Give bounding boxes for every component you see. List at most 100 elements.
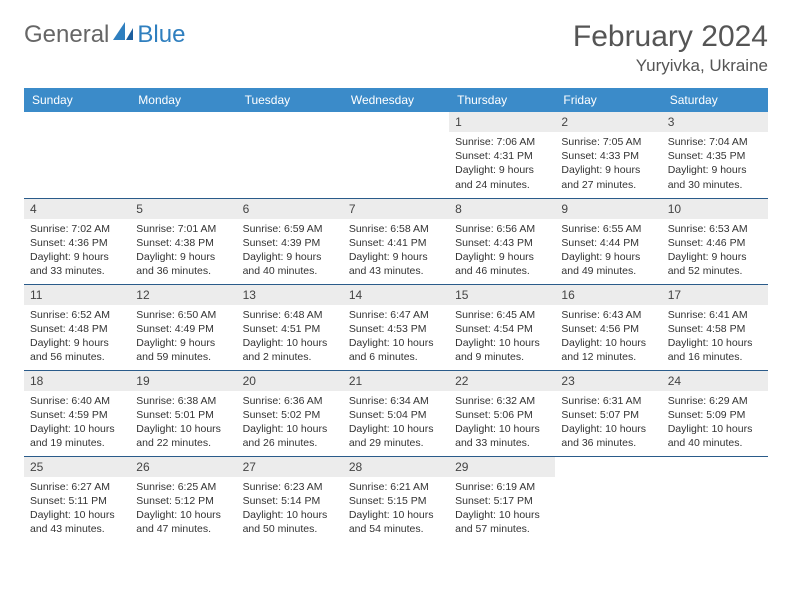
day-detail: Sunrise: 6:19 AMSunset: 5:17 PMDaylight:… — [449, 477, 555, 541]
weekday-header-row: SundayMondayTuesdayWednesdayThursdayFrid… — [24, 88, 768, 112]
sunrise-line: Sunrise: 6:40 AM — [30, 394, 124, 408]
daylight-line: Daylight: 9 hours and 49 minutes. — [561, 250, 655, 278]
sunset-line: Sunset: 5:07 PM — [561, 408, 655, 422]
sunset-line: Sunset: 4:38 PM — [136, 236, 230, 250]
day-detail: Sunrise: 6:32 AMSunset: 5:06 PMDaylight:… — [449, 391, 555, 455]
sunset-line: Sunset: 4:54 PM — [455, 322, 549, 336]
weekday-header: Thursday — [449, 88, 555, 112]
calendar-day-cell: 4Sunrise: 7:02 AMSunset: 4:36 PMDaylight… — [24, 198, 130, 284]
daylight-line: Daylight: 9 hours and 59 minutes. — [136, 336, 230, 364]
calendar-day-cell: 14Sunrise: 6:47 AMSunset: 4:53 PMDayligh… — [343, 284, 449, 370]
sunset-line: Sunset: 5:01 PM — [136, 408, 230, 422]
day-detail: Sunrise: 6:55 AMSunset: 4:44 PMDaylight:… — [555, 219, 661, 283]
calendar-day-cell: 5Sunrise: 7:01 AMSunset: 4:38 PMDaylight… — [130, 198, 236, 284]
day-detail: Sunrise: 6:53 AMSunset: 4:46 PMDaylight:… — [662, 219, 768, 283]
day-number: 25 — [24, 457, 130, 477]
calendar-day-cell — [237, 112, 343, 198]
title-block: February 2024 Yuryivka, Ukraine — [573, 20, 768, 76]
calendar-day-cell: 11Sunrise: 6:52 AMSunset: 4:48 PMDayligh… — [24, 284, 130, 370]
day-number: 12 — [130, 285, 236, 305]
calendar-week-row: 11Sunrise: 6:52 AMSunset: 4:48 PMDayligh… — [24, 284, 768, 370]
calendar-day-cell: 27Sunrise: 6:23 AMSunset: 5:14 PMDayligh… — [237, 456, 343, 542]
daylight-line: Daylight: 10 hours and 2 minutes. — [243, 336, 337, 364]
calendar-week-row: 4Sunrise: 7:02 AMSunset: 4:36 PMDaylight… — [24, 198, 768, 284]
day-number: 23 — [555, 371, 661, 391]
sunset-line: Sunset: 4:56 PM — [561, 322, 655, 336]
calendar-day-cell: 18Sunrise: 6:40 AMSunset: 4:59 PMDayligh… — [24, 370, 130, 456]
day-detail: Sunrise: 6:48 AMSunset: 4:51 PMDaylight:… — [237, 305, 343, 369]
sunset-line: Sunset: 5:04 PM — [349, 408, 443, 422]
sunrise-line: Sunrise: 6:45 AM — [455, 308, 549, 322]
day-number: 7 — [343, 199, 449, 219]
daylight-line: Daylight: 9 hours and 52 minutes. — [668, 250, 762, 278]
calendar-day-cell: 15Sunrise: 6:45 AMSunset: 4:54 PMDayligh… — [449, 284, 555, 370]
day-detail: Sunrise: 6:29 AMSunset: 5:09 PMDaylight:… — [662, 391, 768, 455]
calendar-day-cell: 16Sunrise: 6:43 AMSunset: 4:56 PMDayligh… — [555, 284, 661, 370]
day-number: 10 — [662, 199, 768, 219]
calendar-day-cell: 20Sunrise: 6:36 AMSunset: 5:02 PMDayligh… — [237, 370, 343, 456]
sunset-line: Sunset: 5:06 PM — [455, 408, 549, 422]
sunset-line: Sunset: 5:11 PM — [30, 494, 124, 508]
sunset-line: Sunset: 4:31 PM — [455, 149, 549, 163]
sunrise-line: Sunrise: 7:06 AM — [455, 135, 549, 149]
day-number: 16 — [555, 285, 661, 305]
day-detail: Sunrise: 7:06 AMSunset: 4:31 PMDaylight:… — [449, 132, 555, 196]
sunrise-line: Sunrise: 6:52 AM — [30, 308, 124, 322]
daylight-line: Daylight: 10 hours and 50 minutes. — [243, 508, 337, 536]
sunset-line: Sunset: 5:12 PM — [136, 494, 230, 508]
daylight-line: Daylight: 9 hours and 30 minutes. — [668, 163, 762, 191]
brand-part1: General — [24, 21, 109, 49]
daylight-line: Daylight: 10 hours and 54 minutes. — [349, 508, 443, 536]
daylight-line: Daylight: 9 hours and 46 minutes. — [455, 250, 549, 278]
day-detail: Sunrise: 6:40 AMSunset: 4:59 PMDaylight:… — [24, 391, 130, 455]
calendar-table: SundayMondayTuesdayWednesdayThursdayFrid… — [24, 88, 768, 542]
day-detail: Sunrise: 6:34 AMSunset: 5:04 PMDaylight:… — [343, 391, 449, 455]
daylight-line: Daylight: 10 hours and 6 minutes. — [349, 336, 443, 364]
daylight-line: Daylight: 10 hours and 12 minutes. — [561, 336, 655, 364]
sunrise-line: Sunrise: 7:05 AM — [561, 135, 655, 149]
calendar-day-cell: 23Sunrise: 6:31 AMSunset: 5:07 PMDayligh… — [555, 370, 661, 456]
day-detail: Sunrise: 7:04 AMSunset: 4:35 PMDaylight:… — [662, 132, 768, 196]
sunrise-line: Sunrise: 6:36 AM — [243, 394, 337, 408]
calendar-week-row: 18Sunrise: 6:40 AMSunset: 4:59 PMDayligh… — [24, 370, 768, 456]
day-detail: Sunrise: 6:21 AMSunset: 5:15 PMDaylight:… — [343, 477, 449, 541]
calendar-day-cell: 22Sunrise: 6:32 AMSunset: 5:06 PMDayligh… — [449, 370, 555, 456]
daylight-line: Daylight: 10 hours and 16 minutes. — [668, 336, 762, 364]
day-number: 4 — [24, 199, 130, 219]
calendar-day-cell: 17Sunrise: 6:41 AMSunset: 4:58 PMDayligh… — [662, 284, 768, 370]
calendar-day-cell: 2Sunrise: 7:05 AMSunset: 4:33 PMDaylight… — [555, 112, 661, 198]
sunset-line: Sunset: 5:17 PM — [455, 494, 549, 508]
calendar-day-cell — [662, 456, 768, 542]
sunset-line: Sunset: 5:15 PM — [349, 494, 443, 508]
calendar-body: 1Sunrise: 7:06 AMSunset: 4:31 PMDaylight… — [24, 112, 768, 542]
day-number: 1 — [449, 112, 555, 132]
daylight-line: Daylight: 9 hours and 43 minutes. — [349, 250, 443, 278]
sunrise-line: Sunrise: 7:02 AM — [30, 222, 124, 236]
daylight-line: Daylight: 10 hours and 26 minutes. — [243, 422, 337, 450]
calendar-day-cell: 8Sunrise: 6:56 AMSunset: 4:43 PMDaylight… — [449, 198, 555, 284]
calendar-day-cell: 10Sunrise: 6:53 AMSunset: 4:46 PMDayligh… — [662, 198, 768, 284]
sunrise-line: Sunrise: 6:53 AM — [668, 222, 762, 236]
sunset-line: Sunset: 5:09 PM — [668, 408, 762, 422]
day-number: 29 — [449, 457, 555, 477]
calendar-day-cell — [24, 112, 130, 198]
calendar-day-cell: 6Sunrise: 6:59 AMSunset: 4:39 PMDaylight… — [237, 198, 343, 284]
daylight-line: Daylight: 10 hours and 9 minutes. — [455, 336, 549, 364]
day-detail: Sunrise: 6:47 AMSunset: 4:53 PMDaylight:… — [343, 305, 449, 369]
day-detail: Sunrise: 7:02 AMSunset: 4:36 PMDaylight:… — [24, 219, 130, 283]
day-detail: Sunrise: 6:50 AMSunset: 4:49 PMDaylight:… — [130, 305, 236, 369]
sunrise-line: Sunrise: 6:19 AM — [455, 480, 549, 494]
daylight-line: Daylight: 10 hours and 36 minutes. — [561, 422, 655, 450]
daylight-line: Daylight: 10 hours and 19 minutes. — [30, 422, 124, 450]
calendar-day-cell — [555, 456, 661, 542]
daylight-line: Daylight: 9 hours and 33 minutes. — [30, 250, 124, 278]
sunset-line: Sunset: 4:46 PM — [668, 236, 762, 250]
day-number: 14 — [343, 285, 449, 305]
calendar-day-cell: 9Sunrise: 6:55 AMSunset: 4:44 PMDaylight… — [555, 198, 661, 284]
day-detail: Sunrise: 6:27 AMSunset: 5:11 PMDaylight:… — [24, 477, 130, 541]
sunset-line: Sunset: 4:51 PM — [243, 322, 337, 336]
page-header: General Blue February 2024 Yuryivka, Ukr… — [24, 20, 768, 76]
day-number: 24 — [662, 371, 768, 391]
calendar-day-cell: 28Sunrise: 6:21 AMSunset: 5:15 PMDayligh… — [343, 456, 449, 542]
sunrise-line: Sunrise: 7:01 AM — [136, 222, 230, 236]
